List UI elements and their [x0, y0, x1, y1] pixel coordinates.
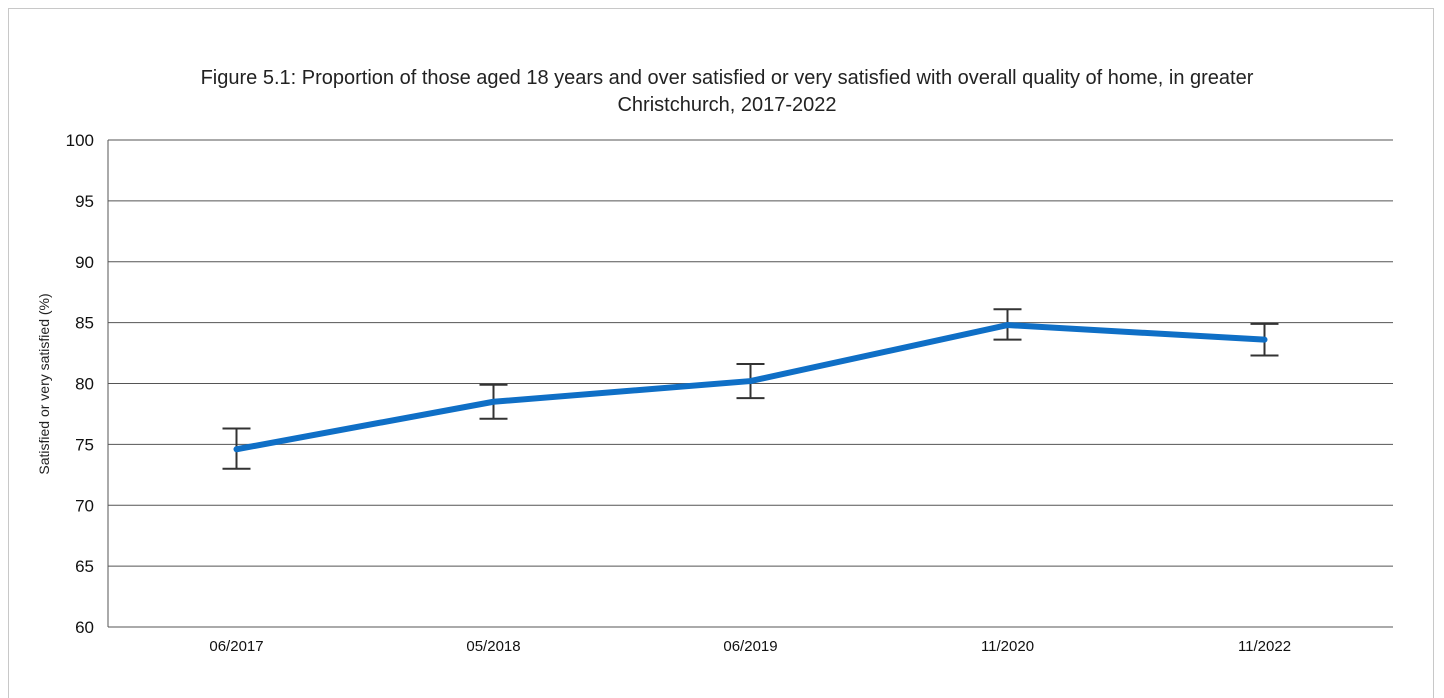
y-tick-label-70: 70 — [75, 496, 94, 515]
x-tick-label-11-2020: 11/2020 — [981, 638, 1034, 655]
y-tick-label-60: 60 — [75, 618, 94, 637]
chart-frame — [8, 8, 1434, 698]
y-tick-label-75: 75 — [75, 435, 94, 454]
y-tick-label-95: 95 — [75, 192, 94, 211]
y-axis-ticks: 60 65 70 75 80 85 90 95 100 — [66, 131, 94, 637]
x-axis-ticks: 06/2017 05/2018 06/2019 11/2020 11/2022 — [209, 638, 1291, 655]
y-tick-label-80: 80 — [75, 375, 94, 394]
data-point-06-2019 — [750, 380, 751, 382]
x-tick-label-06-2017: 06/2017 — [209, 638, 263, 655]
chart-title-line-1: Figure 5.1: Proportion of those aged 18 … — [201, 67, 1254, 89]
gridlines — [107, 139, 1393, 628]
data-point-11-2020 — [1007, 324, 1008, 326]
data-point-11-2022 — [1264, 339, 1265, 341]
data-point-06-2017 — [236, 448, 237, 450]
y-tick-label-100: 100 — [66, 131, 94, 150]
y-tick-label-90: 90 — [75, 253, 94, 272]
y-tick-label-85: 85 — [75, 314, 94, 333]
data-points — [236, 324, 1265, 450]
y-tick-label-65: 65 — [75, 557, 94, 576]
y-axis-label: Satisfied or very satisfied (%) — [36, 293, 52, 474]
x-tick-label-11-2022: 11/2022 — [1238, 638, 1291, 655]
chart-title-line-2: Christchurch, 2017-2022 — [617, 94, 836, 116]
data-point-05-2018 — [493, 401, 494, 403]
x-tick-label-05-2018: 05/2018 — [466, 638, 520, 655]
x-tick-label-06-2019: 06/2019 — [723, 638, 777, 655]
